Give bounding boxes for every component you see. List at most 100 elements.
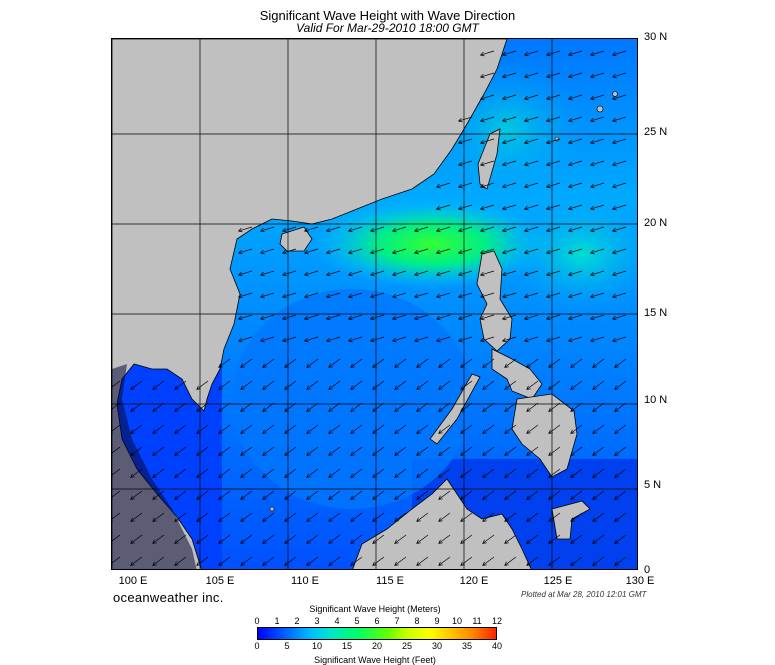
wave-arrow <box>436 204 451 210</box>
wave-arrow-head <box>237 315 243 321</box>
wave-arrow-head <box>523 95 529 101</box>
wave-arrow-head <box>130 407 135 412</box>
wave-arrow-head <box>237 249 243 255</box>
wave-arrow <box>174 380 187 390</box>
wave-arrow-head <box>174 561 179 566</box>
wave-arrow <box>524 138 539 144</box>
wave-arrow-head <box>284 517 289 522</box>
wave-arrow-head <box>501 205 507 211</box>
colorbar-meters-tick: 9 <box>434 616 440 626</box>
wave-arrow <box>480 248 495 254</box>
wave-arrow <box>196 512 209 522</box>
wave-arrow <box>614 402 627 412</box>
colorbar-meters-tick: 4 <box>334 616 340 626</box>
wave-arrow <box>416 468 429 478</box>
wave-arrow-head <box>372 363 377 368</box>
wave-arrow-head <box>325 227 331 233</box>
wave-arrow <box>570 402 583 412</box>
wave-arrow <box>460 380 473 390</box>
wave-arrow <box>438 424 451 434</box>
wave-arrow-head <box>457 161 463 167</box>
wave-arrow <box>416 512 429 522</box>
wave-arrow-head <box>545 73 551 79</box>
wave-arrow-head <box>152 429 157 434</box>
wave-arrow-head <box>611 161 617 167</box>
lon-label-120e: 120 E <box>459 575 489 587</box>
wave-arrow <box>480 226 495 232</box>
wave-arrow-head <box>479 205 485 211</box>
wave-arrow-head <box>350 495 355 500</box>
island-small-2 <box>612 91 618 97</box>
wave-arrow-head <box>545 51 551 57</box>
wave-arrow <box>504 358 517 368</box>
wave-arrow <box>590 50 605 56</box>
wave-arrow <box>306 358 319 368</box>
wave-arrow <box>328 446 341 456</box>
wave-arrow <box>458 226 473 232</box>
wave-arrow <box>350 402 363 412</box>
wave-arrow <box>416 490 429 500</box>
wave-arrow-head <box>611 117 617 123</box>
wave-arrow-head <box>306 451 311 456</box>
wave-arrow-head <box>614 429 619 434</box>
lon-label-105e: 105 E <box>205 575 235 587</box>
wave-map[interactable] <box>111 38 638 570</box>
wave-arrow-head <box>482 429 487 434</box>
wave-arrow-head <box>259 293 265 299</box>
wave-arrow <box>304 336 319 342</box>
wave-arrow <box>328 556 341 566</box>
wave-arrow-head <box>196 385 201 390</box>
wave-arrow <box>568 248 583 254</box>
wave-arrow <box>590 292 605 298</box>
wave-arrow <box>570 468 583 478</box>
wave-arrow <box>458 204 473 210</box>
colorbar-feet-tick: 25 <box>401 641 413 651</box>
wave-arrow-head <box>240 385 245 390</box>
wave-arrow <box>612 336 627 342</box>
wave-arrow <box>372 358 385 368</box>
wave-arrow <box>436 270 451 276</box>
wave-arrow <box>130 556 143 566</box>
wave-arrow <box>612 182 627 188</box>
wave-arrow <box>112 534 121 542</box>
wave-arrow <box>174 468 187 478</box>
wave-arrow <box>458 160 473 166</box>
wave-arrow-head <box>523 161 529 167</box>
wave-arrow-head <box>523 51 529 57</box>
wave-arrow-head <box>284 473 289 478</box>
wave-arrow-head <box>548 473 553 478</box>
wave-arrow-head <box>570 451 575 456</box>
wave-arrow <box>218 468 231 478</box>
wave-arrow-head <box>281 227 287 233</box>
wave-arrow <box>130 534 143 544</box>
wave-arrow-head <box>347 227 353 233</box>
wave-arrow <box>502 72 517 78</box>
wave-arrow-head <box>523 139 529 145</box>
wave-arrow <box>548 534 561 544</box>
wave-arrow <box>548 468 561 478</box>
wave-arrow-head <box>589 117 595 123</box>
wave-arrow-head <box>130 517 135 522</box>
wave-arrow-head <box>281 337 287 343</box>
wave-arrow <box>240 358 253 368</box>
wave-arrow <box>480 94 495 100</box>
wave-arrow-head <box>460 407 465 412</box>
wave-arrow-head <box>479 161 485 167</box>
wave-arrow-head <box>545 337 551 343</box>
wave-arrow-head <box>372 429 377 434</box>
wave-arrow <box>526 380 539 390</box>
wave-arrow-head <box>523 183 529 189</box>
wave-arrow-head <box>567 117 573 123</box>
wave-arrow-head <box>174 495 179 500</box>
wave-arrow <box>328 402 341 412</box>
wave-arrow <box>482 468 495 478</box>
lat-label-15n: 15 N <box>644 307 668 319</box>
wave-arrow <box>482 534 495 544</box>
wave-arrow <box>196 534 209 544</box>
valid-time: Valid For Mar-29-2010 18:00 GMT <box>296 21 479 35</box>
wave-arrow-head <box>567 161 573 167</box>
wave-arrow-head <box>614 363 619 368</box>
wave-arrow-head <box>504 561 509 566</box>
wave-arrow <box>568 138 583 144</box>
wave-arrow-head <box>548 429 553 434</box>
